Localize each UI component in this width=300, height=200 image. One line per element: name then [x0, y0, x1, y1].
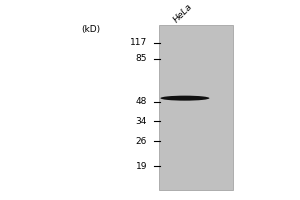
Text: 26: 26 — [136, 137, 147, 146]
Text: HeLa: HeLa — [172, 2, 194, 25]
Text: (kD): (kD) — [81, 25, 100, 34]
Ellipse shape — [160, 96, 209, 101]
Text: 34: 34 — [136, 117, 147, 126]
Text: 117: 117 — [130, 38, 147, 47]
Text: 48: 48 — [136, 97, 147, 106]
Text: 19: 19 — [136, 162, 147, 171]
Bar — [159, 25, 233, 190]
Text: 85: 85 — [136, 54, 147, 63]
